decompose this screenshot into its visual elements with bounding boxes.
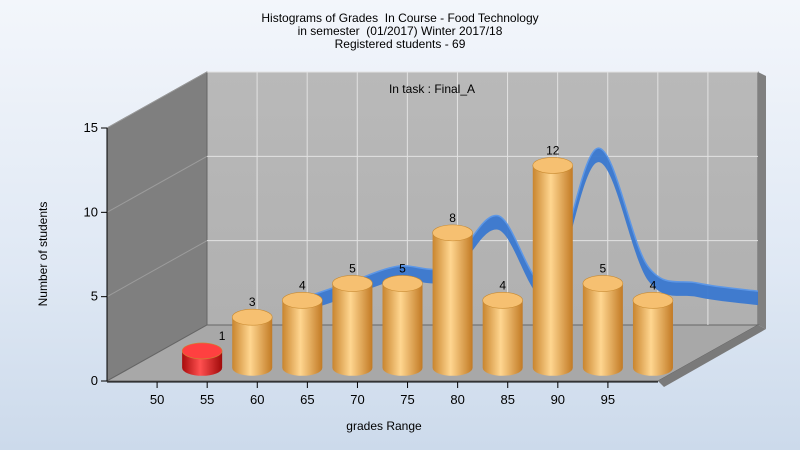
y-tick-label: 15 <box>84 120 98 135</box>
bar-value-label: 4 <box>499 278 506 292</box>
bar-body <box>332 283 373 376</box>
bar-top <box>181 342 223 360</box>
y-tick-label: 10 <box>84 204 98 219</box>
bar-top <box>282 292 323 309</box>
bar <box>582 275 624 376</box>
bar-body <box>282 300 323 376</box>
bar <box>632 292 674 376</box>
x-tick-label: 85 <box>500 392 514 407</box>
right-edge <box>758 72 766 329</box>
bar-body <box>432 232 473 376</box>
bar <box>282 292 323 376</box>
x-tick-label: 65 <box>300 392 314 407</box>
bar-top <box>582 275 624 292</box>
bar-body <box>582 283 623 376</box>
side-gridline <box>106 155 208 213</box>
in-task-annotation: In task : Final_A <box>389 82 475 96</box>
side-gridline <box>106 71 208 129</box>
bar <box>382 275 423 376</box>
chart-subtitle-2: Registered students - 69 <box>334 37 466 51</box>
x-axis-label: grades Range <box>346 419 422 433</box>
bar <box>532 157 574 376</box>
bar-value-label: 1 <box>219 329 226 343</box>
bars <box>181 157 674 376</box>
y-axis-label: Number of students <box>36 202 50 307</box>
bar-body <box>632 300 673 376</box>
bar-value-label: 4 <box>299 278 306 292</box>
floor-edge <box>658 325 766 387</box>
chart-subtitle-1: in semester (01/2017) Winter 2017/18 <box>297 24 503 38</box>
bar <box>332 275 373 376</box>
bar-top <box>332 275 373 292</box>
bar-value-label: 5 <box>349 261 356 275</box>
bar-body <box>382 283 423 376</box>
bar-top <box>482 292 523 309</box>
side-gridline <box>106 240 208 298</box>
bar-top <box>231 308 273 326</box>
bar-body <box>532 165 573 376</box>
bar-body <box>482 300 523 376</box>
bar-top <box>432 224 473 242</box>
x-tick-label: 50 <box>150 392 164 407</box>
bar-value-label: 3 <box>249 295 256 309</box>
bar <box>482 292 523 376</box>
bar-top <box>632 292 674 309</box>
x-tick-label: 70 <box>350 392 364 407</box>
bar-value-label: 5 <box>399 261 406 275</box>
bar-body <box>232 317 273 376</box>
bar <box>181 342 223 376</box>
trend-ribbon-shape <box>297 148 758 314</box>
gridlines <box>106 71 758 325</box>
value-labels: 1 3 4 5 5 8 4 12 5 4 <box>219 143 657 343</box>
x-tick-label: 60 <box>250 392 264 407</box>
bar <box>432 224 473 376</box>
bar <box>231 308 273 376</box>
bar-value-label: 12 <box>546 143 560 157</box>
x-tick-label: 95 <box>601 392 615 407</box>
bar-value-label: 8 <box>449 211 456 225</box>
bar-top <box>382 275 423 292</box>
bar-value-label: 5 <box>600 261 607 275</box>
x-tick-label: 80 <box>450 392 464 407</box>
x-tick-label: 90 <box>551 392 565 407</box>
chart-title: Histograms of Grades In Course - Food Te… <box>261 11 539 25</box>
x-tick-label: 55 <box>200 392 214 407</box>
bar-top <box>532 157 574 174</box>
x-tick-label: 75 <box>400 392 414 407</box>
y-tick-label: 0 <box>91 373 98 388</box>
y-tick-label: 5 <box>91 289 98 304</box>
chart-title-block: Histograms of Grades In Course - Food Te… <box>0 12 800 51</box>
bar-value-label: 4 <box>650 278 657 292</box>
